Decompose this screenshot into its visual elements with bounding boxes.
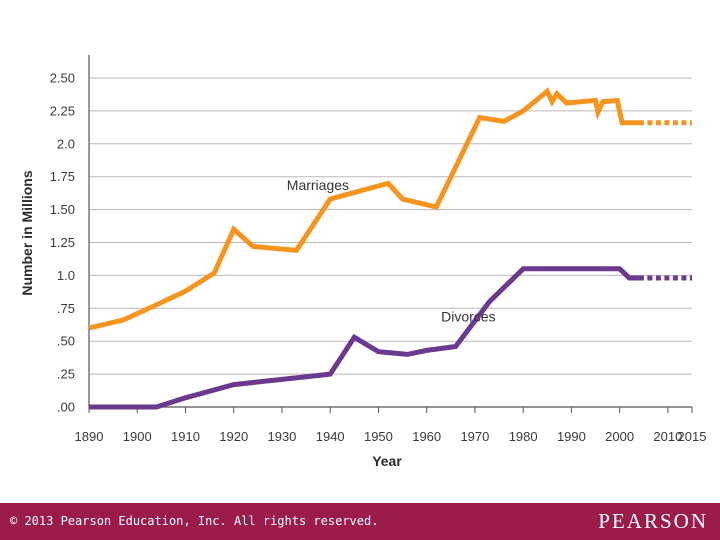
x-tick-label: 1900	[123, 429, 152, 444]
y-tick-label: .00	[57, 400, 75, 415]
x-tick-label: 1970	[460, 429, 489, 444]
series-lines	[88, 87, 692, 410]
divorces-line	[89, 266, 639, 410]
x-tick-label: 1890	[75, 429, 104, 444]
publisher-logo: PEARSON	[598, 509, 708, 533]
y-tick-label: 1.25	[50, 235, 75, 250]
axes	[88, 55, 692, 408]
y-axis-ticks: .00 .25 .50 .75 1.0 1.25 1.50 1.75 2.0 2.25 2.50	[50, 71, 75, 415]
x-tick-label: 1920	[219, 429, 248, 444]
copyright-text: © 2013 Pearson Education, Inc. All right…	[10, 514, 379, 528]
y-tick-label: 1.75	[50, 169, 75, 184]
y-tick-label: 2.50	[50, 71, 75, 86]
x-tick-label: 2000	[605, 429, 634, 444]
y-tick-label: 2.25	[50, 103, 75, 118]
x-tick-label: 1950	[364, 429, 393, 444]
series-labels: Marriages Divorces	[287, 177, 496, 325]
y-tick-label: .75	[57, 301, 75, 316]
footer-bar: © 2013 Pearson Education, Inc. All right…	[0, 503, 720, 540]
x-tick-label: 1960	[412, 429, 441, 444]
x-tick-label: 1980	[509, 429, 538, 444]
y-tick-label: .50	[57, 334, 75, 349]
x-tick-label: 1910	[171, 429, 200, 444]
grid-lines	[89, 77, 692, 375]
x-axis-title: Year	[372, 453, 402, 469]
marriages-line	[88, 87, 639, 331]
y-tick-label: .25	[57, 367, 75, 382]
x-tick-label: 1940	[316, 429, 345, 444]
series-label: Divorces	[441, 308, 495, 324]
x-tick-label: 2010	[653, 429, 682, 444]
y-tick-label: 2.0	[57, 136, 75, 151]
series-label: Marriages	[287, 177, 349, 193]
y-axis-title: Number in Millions	[19, 170, 35, 295]
x-tick-label: 2015	[678, 429, 707, 444]
line-chart: .00 .25 .50 .75 1.0 1.25 1.50 1.75 2.0 2.25 2.50 1…	[19, 55, 707, 469]
y-tick-label: 1.50	[50, 202, 75, 217]
x-tick-label: 1990	[557, 429, 586, 444]
x-tick-label: 1930	[267, 429, 296, 444]
y-tick-label: 1.0	[57, 268, 75, 283]
x-axis-ticks: 1890 1900 1910 1920 1930 1940 1950 1960 1970 1980…	[75, 407, 707, 444]
